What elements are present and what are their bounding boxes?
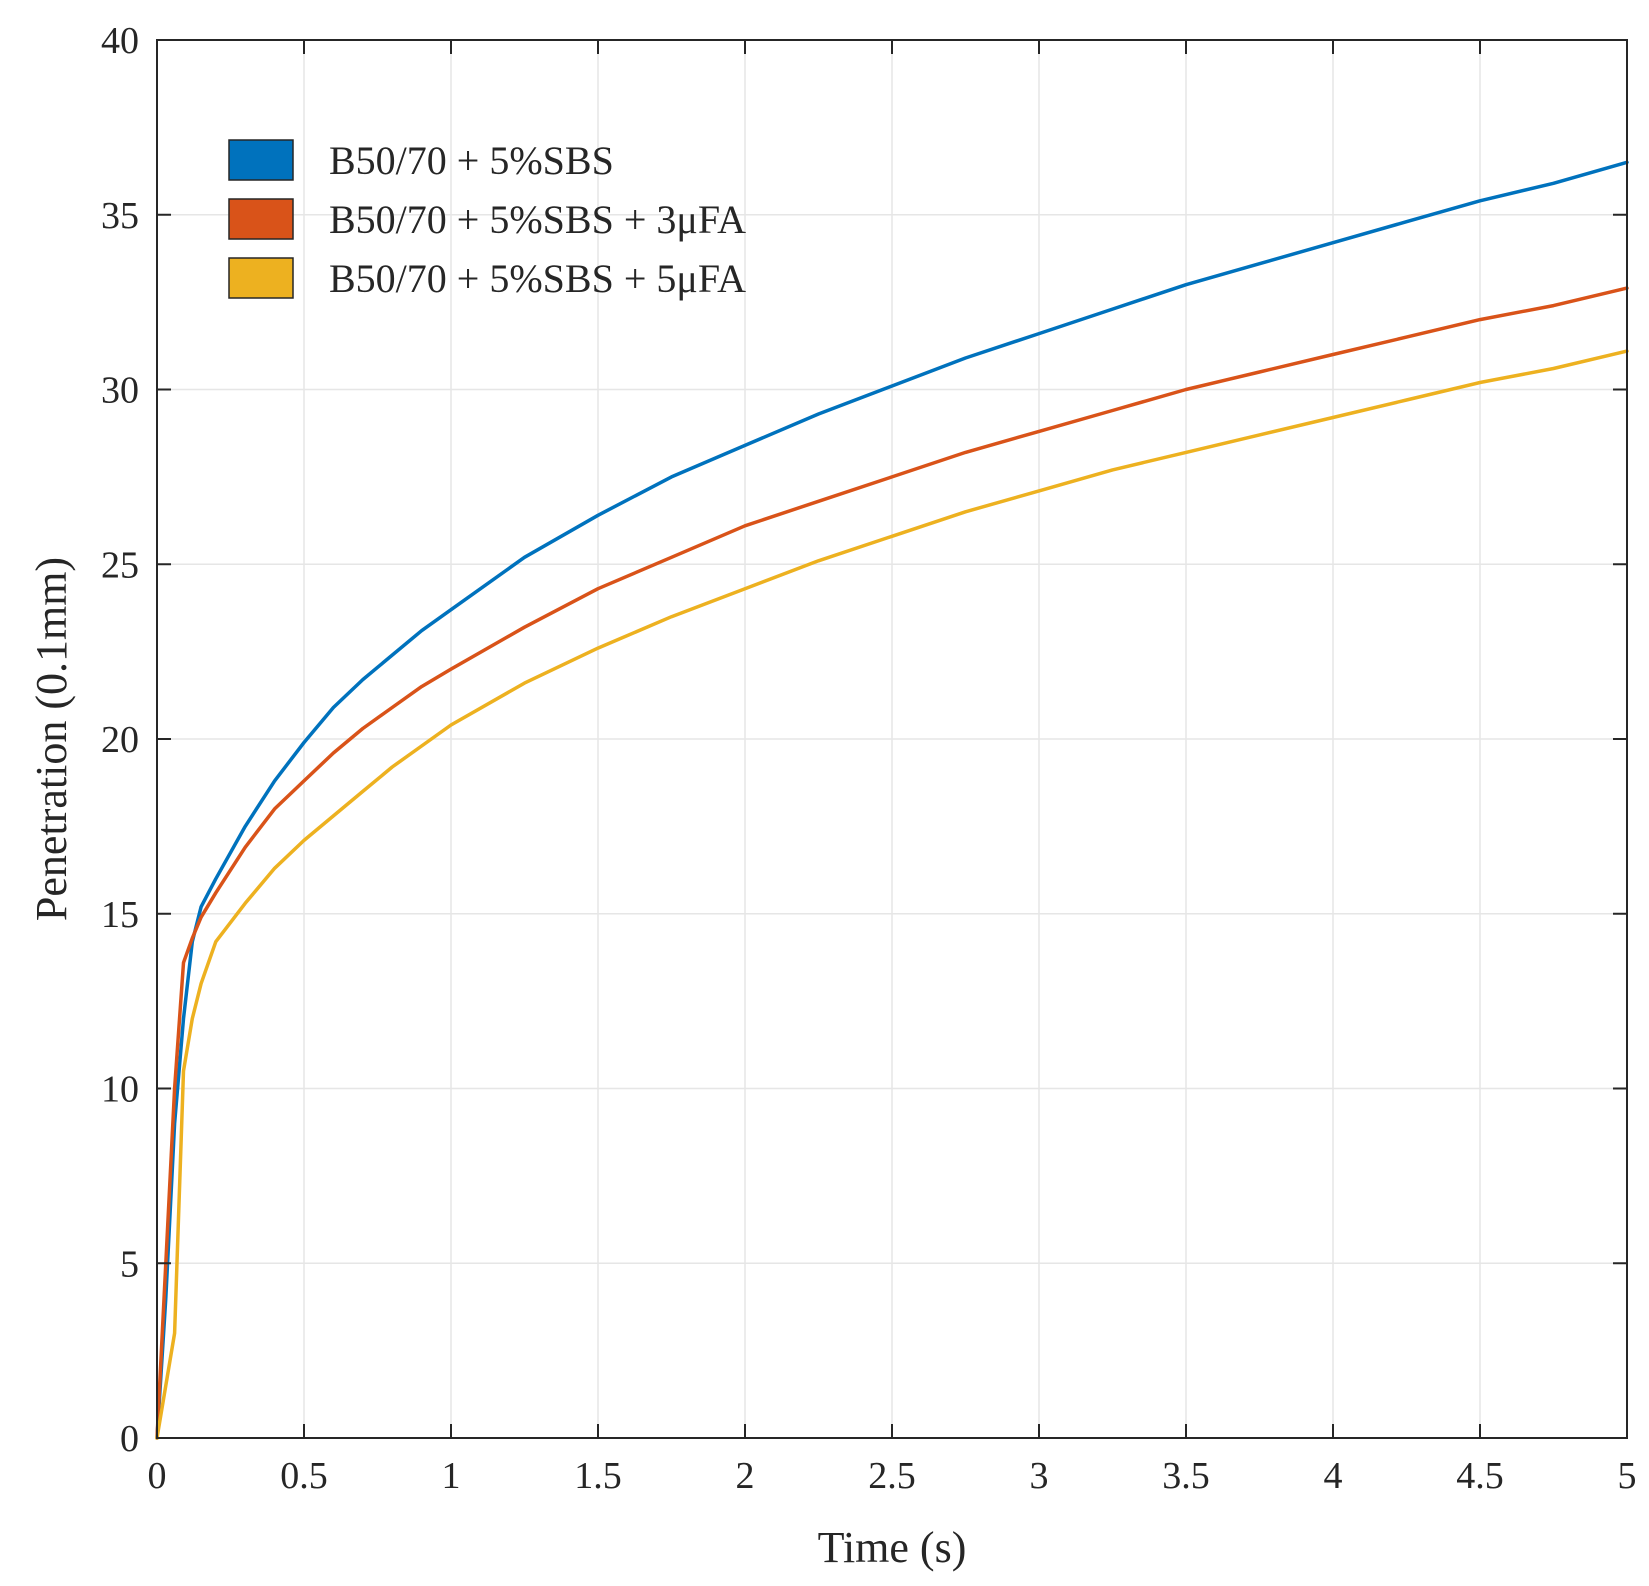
y-tick-label: 0: [120, 1418, 139, 1460]
series-line-2: [155, 286, 1629, 1440]
x-tick-label: 4: [1324, 1455, 1343, 1497]
y-tick-label: 35: [101, 195, 139, 237]
legend-swatch: [228, 257, 294, 299]
x-tick-label: 0.5: [280, 1455, 328, 1497]
x-tick-label: 5: [1618, 1455, 1637, 1497]
grid-lines: [157, 40, 1627, 1438]
legend: B50/70 + 5%SBS B50/70 + 5%SBS + 3μFA B50/7…: [228, 138, 746, 301]
legend-label: B50/70 + 5%SBS + 3μFA: [329, 197, 746, 242]
y-tick-label: 40: [101, 20, 139, 62]
legend-label: B50/70 + 5%SBS + 5μFA: [329, 256, 746, 301]
y-tick-label: 15: [101, 894, 139, 936]
y-tick-label: 10: [101, 1069, 139, 1111]
series-line-1: [155, 160, 1629, 1440]
x-tick-label: 2: [736, 1455, 755, 1497]
series-line-3: [155, 349, 1629, 1440]
x-tick-label: 4.5: [1456, 1455, 1504, 1497]
legend-swatch: [228, 139, 294, 181]
x-tick-label: 1.5: [574, 1455, 622, 1497]
x-tick-label: 1: [442, 1455, 461, 1497]
legend-swatch: [228, 198, 294, 240]
series-lines: [155, 160, 1629, 1440]
x-tick-label: 2.5: [868, 1455, 916, 1497]
x-tick-label: 3.5: [1162, 1455, 1210, 1497]
x-tick-label: 3: [1030, 1455, 1049, 1497]
legend-label: B50/70 + 5%SBS: [329, 138, 614, 183]
y-tick-label: 5: [120, 1243, 139, 1285]
axis-ticks: 0 0.5 1 1.5 2 2.5 3 3.5 4 4.5 5 0 5 10 15 20 25 30 35 40: [101, 20, 1637, 1497]
x-tick-label: 0: [148, 1455, 167, 1497]
y-tick-label: 20: [101, 719, 139, 761]
x-axis-label: Time (s): [818, 1523, 967, 1572]
y-axis-label: Penetration (0.1mm): [27, 557, 76, 921]
y-tick-label: 25: [101, 544, 139, 586]
y-tick-label: 30: [101, 370, 139, 412]
